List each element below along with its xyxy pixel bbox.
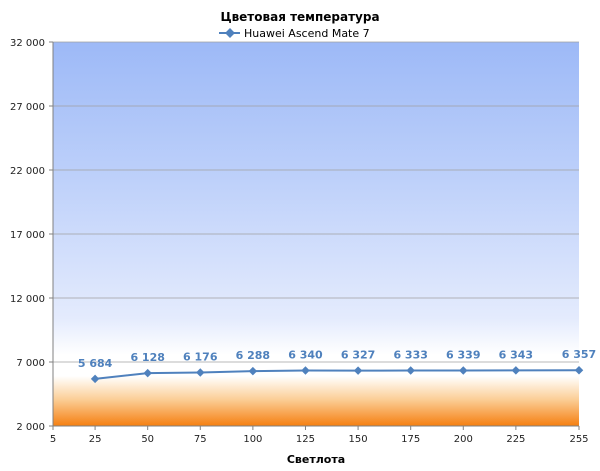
data-label: 6 343 [499, 348, 533, 361]
y-tick-label: 2 000 [16, 422, 45, 433]
x-tick-label: 25 [89, 434, 102, 445]
data-label: 6 340 [288, 348, 323, 361]
x-tick-label: 200 [454, 434, 473, 445]
data-label: 6 288 [236, 349, 270, 362]
data-point [406, 366, 415, 375]
y-tick-label: 17 000 [10, 230, 45, 241]
chart-title: Цветовая температура [220, 10, 379, 24]
data-point [574, 365, 584, 375]
x-tick-label: 125 [296, 434, 315, 445]
y-tick-label: 12 000 [10, 294, 45, 305]
legend-marker [225, 28, 235, 38]
x-tick-label: 50 [141, 434, 154, 445]
data-label: 5 684 [78, 357, 113, 370]
x-tick-label: 225 [506, 434, 525, 445]
axes: 2 000 7 000 12 000 17 000 22 000 27 000 32 000… [10, 38, 589, 445]
data-labels: 5 684 6 128 6 176 6 288 6 340 6 327 6 333 6 339… [78, 348, 596, 370]
x-tick-label: 255 [569, 434, 588, 445]
legend: Huawei Ascend Mate 7 [219, 27, 370, 40]
series-group [90, 365, 584, 384]
x-tick-label: 150 [349, 434, 368, 445]
data-label: 6 327 [341, 349, 375, 362]
data-point [511, 366, 521, 375]
y-tick-label: 22 000 [10, 166, 45, 177]
data-label: 6 176 [183, 351, 218, 364]
data-point [301, 366, 310, 375]
data-point [143, 368, 152, 378]
data-label: 6 333 [393, 349, 427, 362]
x-tick-label: 175 [401, 434, 420, 445]
y-tick-label: 7 000 [16, 358, 45, 369]
data-point [248, 366, 258, 376]
x-tick-label: 100 [243, 434, 262, 445]
x-axis-label: Светлота [287, 453, 345, 466]
data-point [353, 366, 363, 375]
legend-entry: Huawei Ascend Mate 7 [244, 27, 370, 40]
data-label: 6 339 [446, 348, 480, 361]
data-point [196, 368, 205, 377]
data-label: 6 357 [562, 348, 596, 361]
data-label: 6 128 [130, 351, 164, 364]
data-point [459, 366, 468, 375]
x-tick-label: 75 [194, 434, 207, 445]
x-tick-label: 5 [50, 434, 56, 445]
series-line [94, 369, 580, 380]
data-point [90, 374, 100, 384]
y-tick-label: 27 000 [10, 102, 45, 113]
y-tick-label: 32 000 [10, 38, 45, 49]
